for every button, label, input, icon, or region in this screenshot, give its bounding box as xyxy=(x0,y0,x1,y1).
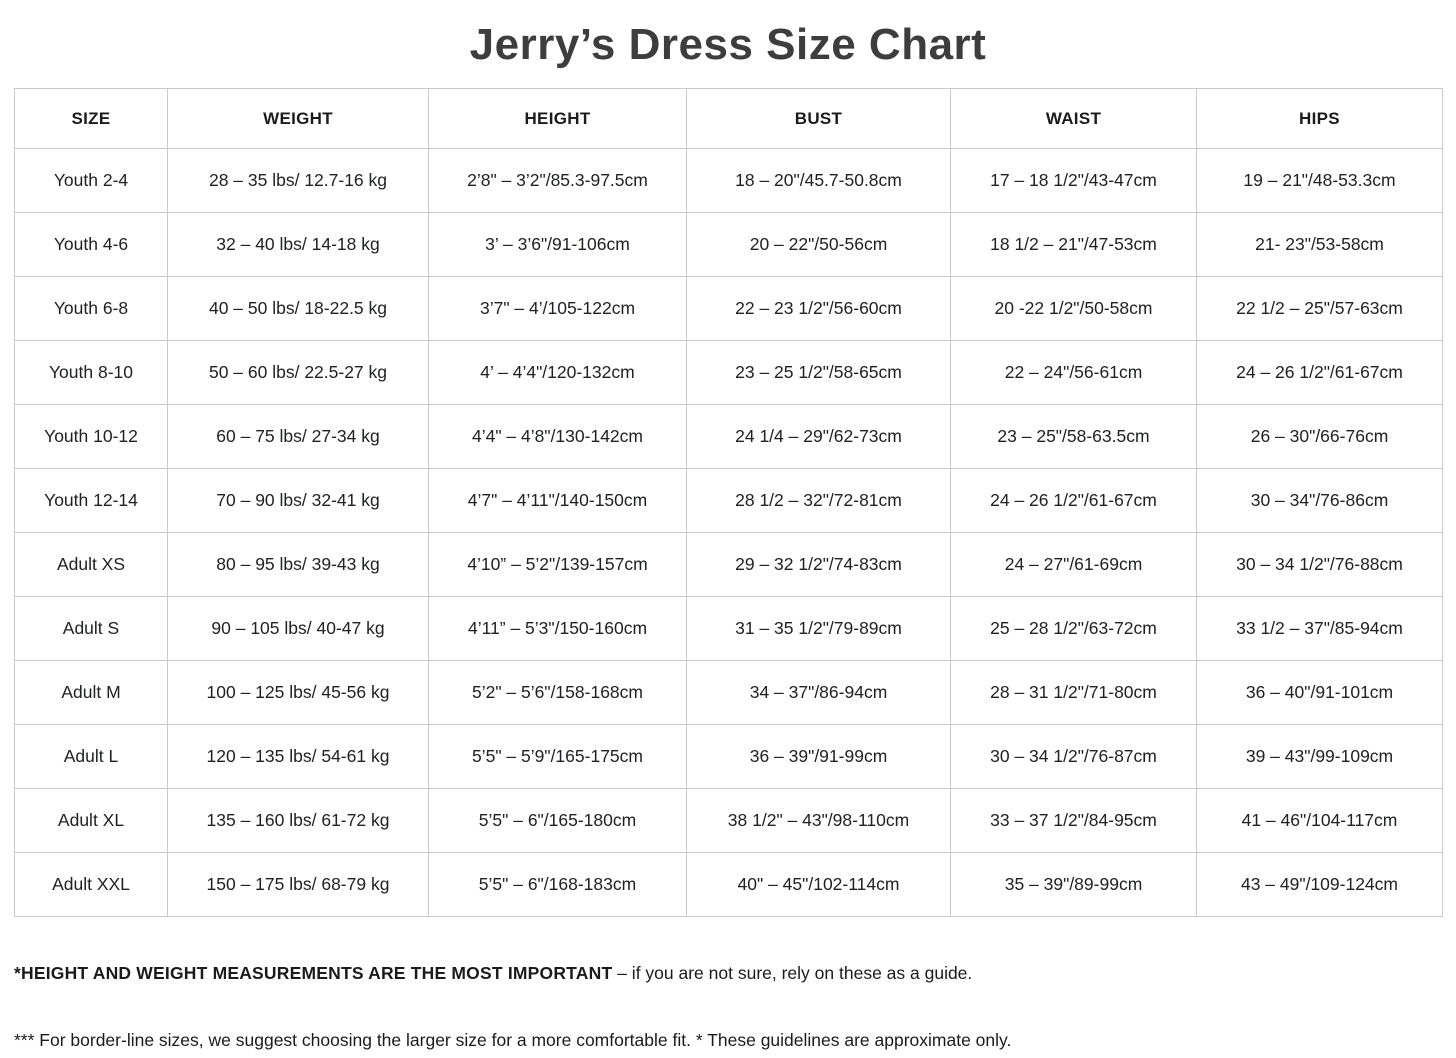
header-row: SIZE WEIGHT HEIGHT BUST WAIST HIPS xyxy=(14,88,1443,149)
table-cell: 3’ – 3’6"/91-106cm xyxy=(428,212,687,277)
table-cell: 120 – 135 lbs/ 54-61 kg xyxy=(167,724,429,789)
table-cell: 24 – 26 1/2"/61-67cm xyxy=(950,468,1197,533)
table-cell: 43 – 49"/109-124cm xyxy=(1196,852,1443,917)
header-cell-height: HEIGHT xyxy=(428,88,687,149)
size-label-cell: Youth 6-8 xyxy=(14,276,168,341)
size-label-cell: Adult XL xyxy=(14,788,168,853)
table-cell: 25 – 28 1/2"/63-72cm xyxy=(950,596,1197,661)
table-cell: 22 – 23 1/2"/56-60cm xyxy=(686,276,951,341)
table-cell: 38 1/2" – 43"/98-110cm xyxy=(686,788,951,853)
table-cell: 30 – 34"/76-86cm xyxy=(1196,468,1443,533)
table-cell: 22 – 24"/56-61cm xyxy=(950,340,1197,405)
table-cell: 23 – 25 1/2"/58-65cm xyxy=(686,340,951,405)
size-label-cell: Youth 12-14 xyxy=(14,468,168,533)
table-row: Youth 6-8 40 – 50 lbs/ 18-22.5 kg 3’7" – 4… xyxy=(14,276,1443,341)
table-cell: 20 -22 1/2"/50-58cm xyxy=(950,276,1197,341)
table-cell: 19 – 21"/48-53.3cm xyxy=(1196,148,1443,213)
size-label-cell: Adult XS xyxy=(14,532,168,597)
table-cell: 135 – 160 lbs/ 61-72 kg xyxy=(167,788,429,853)
table-row: Youth 4-6 32 – 40 lbs/ 14-18 kg 3’ – 3’6"/… xyxy=(14,212,1443,277)
table-cell: 5’5" – 6"/165-180cm xyxy=(428,788,687,853)
table-cell: 70 – 90 lbs/ 32-41 kg xyxy=(167,468,429,533)
table-header: SIZE WEIGHT HEIGHT BUST WAIST HIPS xyxy=(14,88,1443,149)
table-cell: 4’7" – 4’11"/140-150cm xyxy=(428,468,687,533)
table-cell: 5’5" – 5’9"/165-175cm xyxy=(428,724,687,789)
table-cell: 22 1/2 – 25"/57-63cm xyxy=(1196,276,1443,341)
size-label-cell: Youth 8-10 xyxy=(14,340,168,405)
table-cell: 30 – 34 1/2"/76-87cm xyxy=(950,724,1197,789)
table-cell: 18 1/2 – 21"/47-53cm xyxy=(950,212,1197,277)
table-cell: 4’4" – 4’8"/130-142cm xyxy=(428,404,687,469)
header-cell-size: SIZE xyxy=(14,88,168,149)
table-row: Adult M 100 – 125 lbs/ 45-56 kg 5’2" – 5’6… xyxy=(14,660,1443,725)
table-row: Adult XS 80 – 95 lbs/ 39-43 kg 4’10” – 5’2… xyxy=(14,532,1443,597)
table-row: Adult L 120 – 135 lbs/ 54-61 kg 5’5" – 5’9… xyxy=(14,724,1443,789)
table-row: Youth 10-12 60 – 75 lbs/ 27-34 kg 4’4" – 4… xyxy=(14,404,1443,469)
table-row: Youth 2-4 28 – 35 lbs/ 12.7-16 kg 2’8" – 3… xyxy=(14,148,1443,213)
footnote-height-weight: *HEIGHT AND WEIGHT MEASUREMENTS ARE THE … xyxy=(14,963,1442,984)
table-cell: 24 – 26 1/2"/61-67cm xyxy=(1196,340,1443,405)
table-cell: 23 – 25"/58-63.5cm xyxy=(950,404,1197,469)
size-label-cell: Youth 4-6 xyxy=(14,212,168,277)
table-cell: 40" – 45"/102-114cm xyxy=(686,852,951,917)
table-cell: 24 1/4 – 29"/62-73cm xyxy=(686,404,951,469)
table-cell: 33 1/2 – 37"/85-94cm xyxy=(1196,596,1443,661)
table-cell: 34 – 37"/86-94cm xyxy=(686,660,951,725)
table-row: Youth 12-14 70 – 90 lbs/ 32-41 kg 4’7" – 4… xyxy=(14,468,1443,533)
header-cell-hips: HIPS xyxy=(1196,88,1443,149)
table-cell: 32 – 40 lbs/ 14-18 kg xyxy=(167,212,429,277)
page-title: Jerry’s Dress Size Chart xyxy=(469,20,987,69)
table-cell: 150 – 175 lbs/ 68-79 kg xyxy=(167,852,429,917)
footnote-height-weight-rest: – if you are not sure, rely on these as … xyxy=(612,963,973,983)
table-cell: 33 – 37 1/2"/84-95cm xyxy=(950,788,1197,853)
size-chart-table: SIZE WEIGHT HEIGHT BUST WAIST HIPS Youth 2-4 2… xyxy=(14,88,1443,917)
table-cell: 100 – 125 lbs/ 45-56 kg xyxy=(167,660,429,725)
table-cell: 4’10” – 5’2"/139-157cm xyxy=(428,532,687,597)
table-row: Adult XL 135 – 160 lbs/ 61-72 kg 5’5" – 6"… xyxy=(14,788,1443,853)
size-label-cell: Youth 10-12 xyxy=(14,404,168,469)
size-label-cell: Youth 2-4 xyxy=(14,148,168,213)
size-label-cell: Adult M xyxy=(14,660,168,725)
table-row: Adult S 90 – 105 lbs/ 40-47 kg 4’11” – 5’3… xyxy=(14,596,1443,661)
footnote-height-weight-bold: *HEIGHT AND WEIGHT MEASUREMENTS ARE THE … xyxy=(14,963,613,983)
header-cell-weight: WEIGHT xyxy=(167,88,429,149)
footnote-borderline: *** For border-line sizes, we suggest ch… xyxy=(14,1030,1012,1050)
size-label-cell: Adult S xyxy=(14,596,168,661)
table-cell: 18 – 20"/45.7-50.8cm xyxy=(686,148,951,213)
table-cell: 50 – 60 lbs/ 22.5-27 kg xyxy=(167,340,429,405)
table-cell: 3’7" – 4’/105-122cm xyxy=(428,276,687,341)
table-body: Youth 2-4 28 – 35 lbs/ 12.7-16 kg 2’8" – 3… xyxy=(14,148,1443,917)
table-row: Youth 8-10 50 – 60 lbs/ 22.5-27 kg 4’ – 4’… xyxy=(14,340,1443,405)
table-cell: 28 – 35 lbs/ 12.7-16 kg xyxy=(167,148,429,213)
table-cell: 40 – 50 lbs/ 18-22.5 kg xyxy=(167,276,429,341)
table-cell: 30 – 34 1/2"/76-88cm xyxy=(1196,532,1443,597)
table-cell: 4’11” – 5’3"/150-160cm xyxy=(428,596,687,661)
table-cell: 36 – 40"/91-101cm xyxy=(1196,660,1443,725)
table-cell: 31 – 35 1/2"/79-89cm xyxy=(686,596,951,661)
size-label-cell: Adult XXL xyxy=(14,852,168,917)
table-cell: 39 – 43"/99-109cm xyxy=(1196,724,1443,789)
table-cell: 90 – 105 lbs/ 40-47 kg xyxy=(167,596,429,661)
table-cell: 17 – 18 1/2"/43-47cm xyxy=(950,148,1197,213)
table-cell: 36 – 39"/91-99cm xyxy=(686,724,951,789)
table-cell: 5’5" – 6"/168-183cm xyxy=(428,852,687,917)
table-cell: 80 – 95 lbs/ 39-43 kg xyxy=(167,532,429,597)
table-cell: 60 – 75 lbs/ 27-34 kg xyxy=(167,404,429,469)
header-cell-bust: BUST xyxy=(686,88,951,149)
table-cell: 35 – 39"/89-99cm xyxy=(950,852,1197,917)
table-cell: 21- 23"/53-58cm xyxy=(1196,212,1443,277)
table-cell: 28 1/2 – 32"/72-81cm xyxy=(686,468,951,533)
table-cell: 20 – 22"/50-56cm xyxy=(686,212,951,277)
table-row: Adult XXL 150 – 175 lbs/ 68-79 kg 5’5" – 6… xyxy=(14,852,1443,917)
table-cell: 4’ – 4’4"/120-132cm xyxy=(428,340,687,405)
table-cell: 5’2" – 5’6"/158-168cm xyxy=(428,660,687,725)
table-cell: 29 – 32 1/2"/74-83cm xyxy=(686,532,951,597)
table-cell: 41 – 46"/104-117cm xyxy=(1196,788,1443,853)
table-cell: 24 – 27"/61-69cm xyxy=(950,532,1197,597)
table-cell: 26 – 30"/66-76cm xyxy=(1196,404,1443,469)
table-cell: 28 – 31 1/2"/71-80cm xyxy=(950,660,1197,725)
size-label-cell: Adult L xyxy=(14,724,168,789)
header-cell-waist: WAIST xyxy=(950,88,1197,149)
table-cell: 2’8" – 3’2"/85.3-97.5cm xyxy=(428,148,687,213)
